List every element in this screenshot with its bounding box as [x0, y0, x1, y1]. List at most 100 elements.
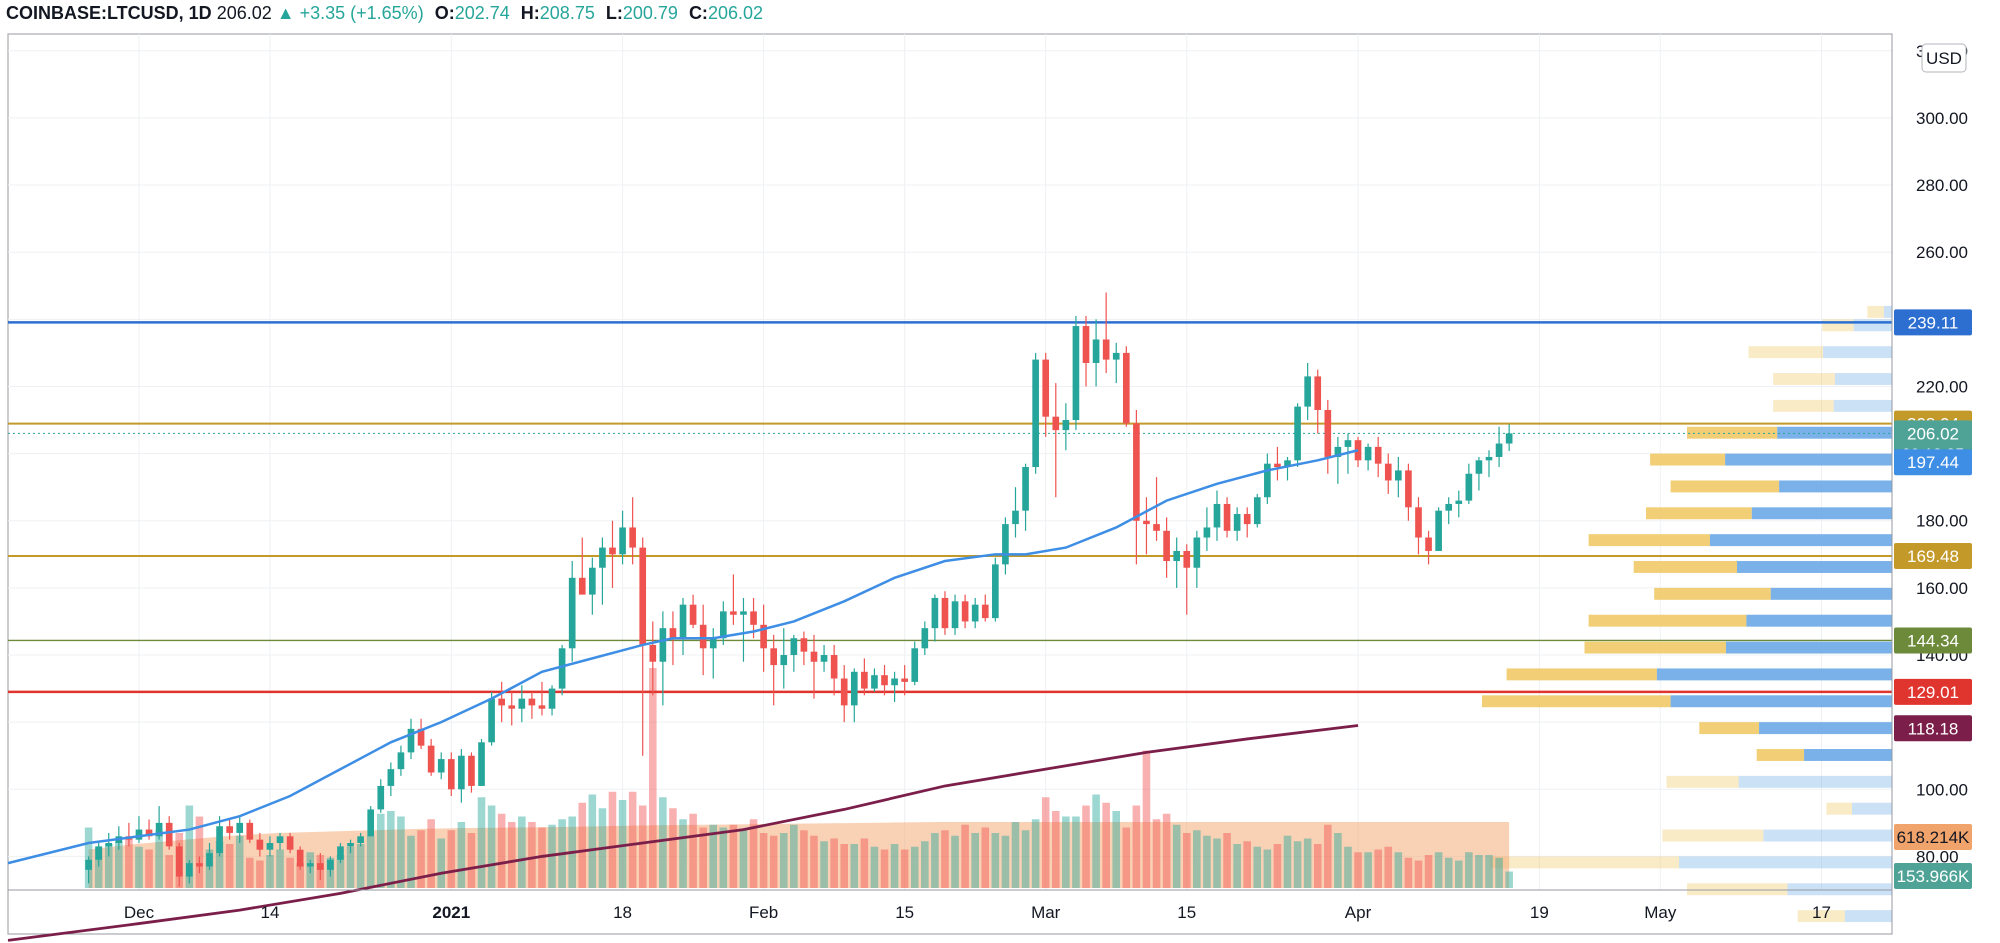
time-tick-label: 18 — [613, 903, 632, 922]
volume-profile-buy-bar — [1738, 775, 1892, 788]
candle-body — [1143, 520, 1150, 525]
volume-bar — [890, 844, 899, 888]
price-tick-label: 160.00 — [1916, 579, 1968, 598]
candle-body — [1193, 537, 1201, 568]
candle-body — [679, 604, 687, 639]
volume-profile-buy-bar — [1823, 346, 1892, 359]
candle-body — [488, 698, 495, 743]
candle-body — [447, 759, 455, 790]
volume-bar — [1455, 860, 1463, 888]
volume-bar — [1324, 824, 1332, 888]
volume-profile-buy-bar — [1737, 561, 1892, 573]
volume-bar — [457, 822, 466, 888]
volume-bar — [266, 855, 274, 888]
volume-profile-buy-bar — [1833, 399, 1892, 412]
candle-body — [206, 853, 213, 867]
volume-bar — [477, 797, 486, 888]
volume-bar — [507, 822, 516, 888]
volume-bar — [1273, 844, 1282, 888]
time-tick-label: 2021 — [432, 903, 470, 922]
chart-legend: COINBASE:LTCUSD, 1D 206.02 ▲ +3.35 (+1.6… — [6, 0, 763, 28]
volume-tag: 153.966K — [1897, 867, 1970, 886]
candle-body — [669, 628, 677, 639]
volume-bar — [1394, 852, 1403, 888]
time-tick-label: Apr — [1345, 903, 1372, 922]
volume-profile-buy-bar — [1763, 829, 1892, 842]
volume-bar — [215, 841, 224, 888]
candle-body — [1425, 537, 1432, 551]
price-axis[interactable]: 80.00100.00140.00160.00180.00220.00260.0… — [1891, 34, 1968, 934]
candle-body — [306, 863, 314, 867]
volume-profile-sell-bar — [1482, 695, 1671, 708]
volume-profile-buy-bar — [1759, 722, 1892, 735]
volume-bar — [689, 813, 697, 888]
volume-bar — [941, 830, 949, 888]
candle-body — [478, 742, 485, 786]
symbol-label[interactable]: COINBASE:LTCUSD, 1D — [6, 3, 212, 23]
candle-body — [407, 728, 415, 753]
candle-body — [568, 577, 576, 649]
last-price: 206.02 — [216, 3, 272, 23]
volume-profile-buy-bar — [1746, 614, 1892, 627]
candle-body — [1304, 376, 1311, 407]
time-tick-label: 15 — [895, 903, 914, 922]
volume-bar — [1263, 849, 1272, 888]
volume-bar — [1384, 846, 1393, 888]
candle-body — [629, 527, 636, 548]
candle-body — [1213, 503, 1221, 528]
time-tick-label: Dec — [124, 903, 155, 922]
candle-body — [357, 836, 364, 844]
high-value: 208.75 — [539, 3, 595, 23]
volume-profile-buy-bar — [1656, 668, 1892, 681]
volume-bar — [820, 841, 828, 888]
candle-body — [850, 671, 858, 706]
candle-body — [155, 822, 163, 837]
volume-bar — [931, 833, 939, 888]
candle-body — [1022, 467, 1029, 511]
candle-body — [266, 843, 274, 850]
volume-profile-sell-bar — [1654, 587, 1771, 600]
candle-body — [165, 822, 173, 847]
volume-bar — [276, 849, 284, 888]
volume-bar — [709, 824, 718, 888]
price-tick-label: 280.00 — [1916, 176, 1968, 195]
candle-body — [992, 564, 999, 619]
candle-body — [85, 859, 92, 870]
volume-bar — [1293, 841, 1302, 888]
candle-body — [1395, 470, 1402, 481]
volume-profile-sell-bar — [1670, 480, 1780, 493]
candle-body — [719, 611, 727, 639]
horizontal-levels[interactable] — [8, 321, 1892, 694]
volume-bar — [679, 819, 687, 888]
volume-profile-buy-bar — [1844, 910, 1892, 923]
candle-body — [1203, 527, 1211, 538]
open-label: O: — [434, 3, 455, 23]
volume-bar — [1072, 816, 1080, 888]
currency-badge[interactable]: USD — [1921, 43, 1967, 73]
candle-body — [1223, 503, 1231, 531]
volume-bar — [1152, 819, 1161, 888]
candle-body — [941, 597, 949, 629]
volume-bar — [135, 846, 143, 888]
candles — [85, 292, 1513, 887]
candle-body — [1173, 550, 1181, 562]
volume-profile-buy-bar — [1787, 883, 1892, 896]
candle-body — [951, 601, 959, 629]
level-price-tag: 129.01 — [1907, 683, 1959, 702]
candle-body — [911, 648, 919, 682]
candle-body — [649, 644, 657, 662]
volume-profile-sell-bar — [1822, 319, 1854, 332]
volume-bar — [1062, 816, 1070, 888]
candle-body — [1133, 423, 1140, 521]
volume-bar — [669, 808, 677, 888]
candle-body — [518, 698, 526, 709]
level-price-tag-bg — [1894, 309, 1972, 336]
candle-body — [548, 688, 556, 709]
volume-bar — [296, 863, 304, 888]
volume-bar — [850, 844, 859, 888]
volume-bar — [346, 846, 355, 888]
candle-body — [458, 755, 465, 790]
candle-body — [1324, 409, 1332, 457]
time-axis[interactable]: Dec 14 2021 18 Feb 15 Mar 15 Apr 19 May 17 — [8, 889, 1892, 922]
